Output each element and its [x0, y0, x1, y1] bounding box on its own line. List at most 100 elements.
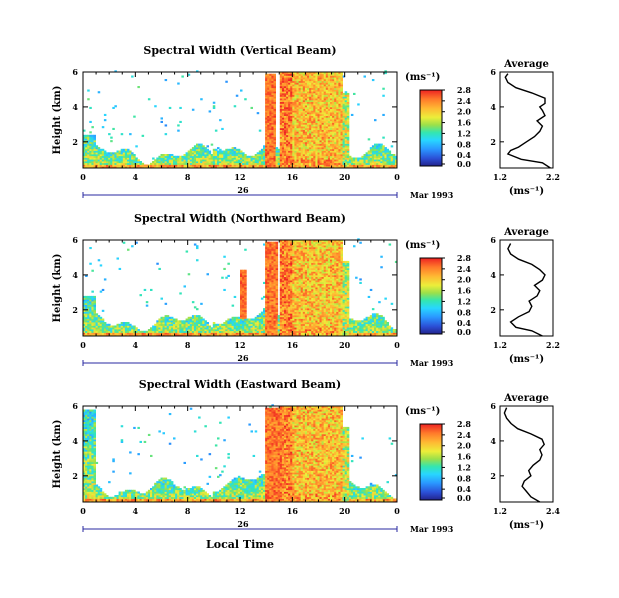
heatmap-cell	[89, 145, 92, 148]
heatmap-cell	[300, 73, 304, 76]
heatmap-cell	[292, 134, 295, 137]
heatmap-cell	[240, 288, 243, 291]
heatmap-cell	[124, 155, 128, 158]
heatmap-cell	[269, 329, 272, 332]
heatmap-cell	[87, 320, 90, 323]
heatmap-cell	[313, 127, 316, 130]
heatmap-cell	[298, 127, 302, 130]
heatmap-cell	[344, 119, 348, 122]
heatmap-cell	[250, 162, 253, 165]
heatmap-cell	[336, 119, 339, 122]
heatmap-cell	[327, 150, 331, 153]
heatmap-cell	[313, 136, 316, 139]
heatmap-cell	[296, 136, 299, 139]
heatmap-cell	[284, 103, 287, 106]
heatmap-cell	[156, 157, 159, 160]
heatmap-cell	[315, 73, 318, 76]
heatmap-cell	[288, 313, 291, 316]
heatmap-cell	[313, 148, 316, 151]
heatmap-cell	[129, 133, 132, 136]
heatmap-cell	[382, 147, 385, 150]
heatmap-cell	[290, 94, 293, 97]
heatmap-cell	[355, 164, 358, 167]
heatmap-cell	[95, 322, 99, 325]
heatmap-cell	[168, 320, 172, 323]
heatmap-cell	[263, 155, 266, 158]
heatmap-cell	[233, 316, 237, 319]
heatmap-cell	[302, 72, 306, 75]
heatmap-cell	[127, 159, 130, 162]
heatmap-cell	[95, 148, 99, 151]
heatmap-cell	[158, 159, 161, 162]
heatmap-cell	[313, 122, 316, 125]
heatmap-cell	[120, 155, 124, 158]
heatmap-cell	[250, 325, 253, 328]
heatmap-cell	[290, 120, 293, 123]
heatmap-cell	[198, 330, 201, 333]
heatmap-cell	[336, 80, 339, 83]
heatmap-cell	[183, 285, 186, 288]
heatmap-cell	[265, 131, 268, 134]
date-label: Mar 1993	[410, 190, 454, 200]
heatmap-cell	[294, 80, 297, 83]
heatmap-cell	[267, 245, 270, 248]
heatmap-cell	[244, 274, 247, 277]
heatmap-cell	[114, 70, 117, 73]
heatmap-cell	[225, 320, 228, 323]
heatmap-cell	[294, 152, 297, 155]
heatmap-cell	[206, 166, 209, 169]
heatmap-cell	[346, 127, 350, 130]
heatmap-cell	[198, 157, 201, 160]
heatmap-cell	[294, 101, 297, 104]
heatmap-cell	[304, 145, 308, 148]
heatmap-cell	[380, 154, 383, 157]
heatmap-cell	[256, 322, 260, 325]
heatmap-cell	[309, 98, 312, 101]
heatmap-cell	[309, 77, 312, 80]
heatmap-cell	[290, 147, 293, 150]
heatmap-cell	[135, 157, 138, 160]
heatmap-cell	[311, 164, 314, 167]
heatmap-cell	[219, 164, 222, 167]
heatmap-cell	[290, 92, 293, 95]
heatmap-cell	[196, 316, 199, 319]
heatmap-cell	[284, 99, 287, 102]
heatmap-cell	[99, 166, 103, 169]
heatmap-cell	[321, 103, 325, 106]
heatmap-cell	[87, 161, 90, 164]
heatmap-cell	[300, 112, 304, 115]
heatmap-cell	[242, 318, 245, 321]
heatmap-cell	[304, 159, 308, 162]
heatmap-cell	[137, 332, 140, 335]
heatmap-cell	[281, 315, 285, 318]
heatmap-cell	[147, 332, 151, 335]
heatmap-cell	[338, 98, 341, 101]
heatmap-cell	[258, 316, 262, 319]
heatmap-cell	[286, 131, 289, 134]
heatmap-cell	[317, 134, 320, 137]
heatmap-cell	[338, 127, 341, 130]
heatmap-cell	[342, 154, 346, 157]
heatmap-cell	[288, 92, 291, 95]
heatmap-cell	[122, 152, 126, 155]
heatmap-cell	[330, 110, 333, 113]
heatmap-cell	[193, 164, 197, 167]
heatmap-cell	[374, 166, 377, 169]
heatmap-cell	[221, 327, 224, 330]
heatmap-cell	[227, 318, 230, 321]
heatmap-cell	[273, 264, 276, 267]
heatmap-cell	[227, 262, 230, 265]
heatmap-cell	[240, 316, 243, 319]
heatmap-cell	[97, 259, 101, 262]
heatmap-cell	[284, 264, 287, 267]
heatmap-cell	[256, 154, 260, 157]
heatmap-cell	[221, 330, 224, 333]
heatmap-cell	[273, 80, 276, 83]
heatmap-cell	[296, 119, 299, 122]
heatmap-cell	[273, 159, 276, 162]
heatmap-cell	[166, 159, 170, 162]
heatmap-cell	[258, 329, 262, 332]
heatmap-cell	[313, 129, 316, 132]
heatmap-cell	[313, 140, 316, 143]
heatmap-cell	[242, 323, 245, 326]
